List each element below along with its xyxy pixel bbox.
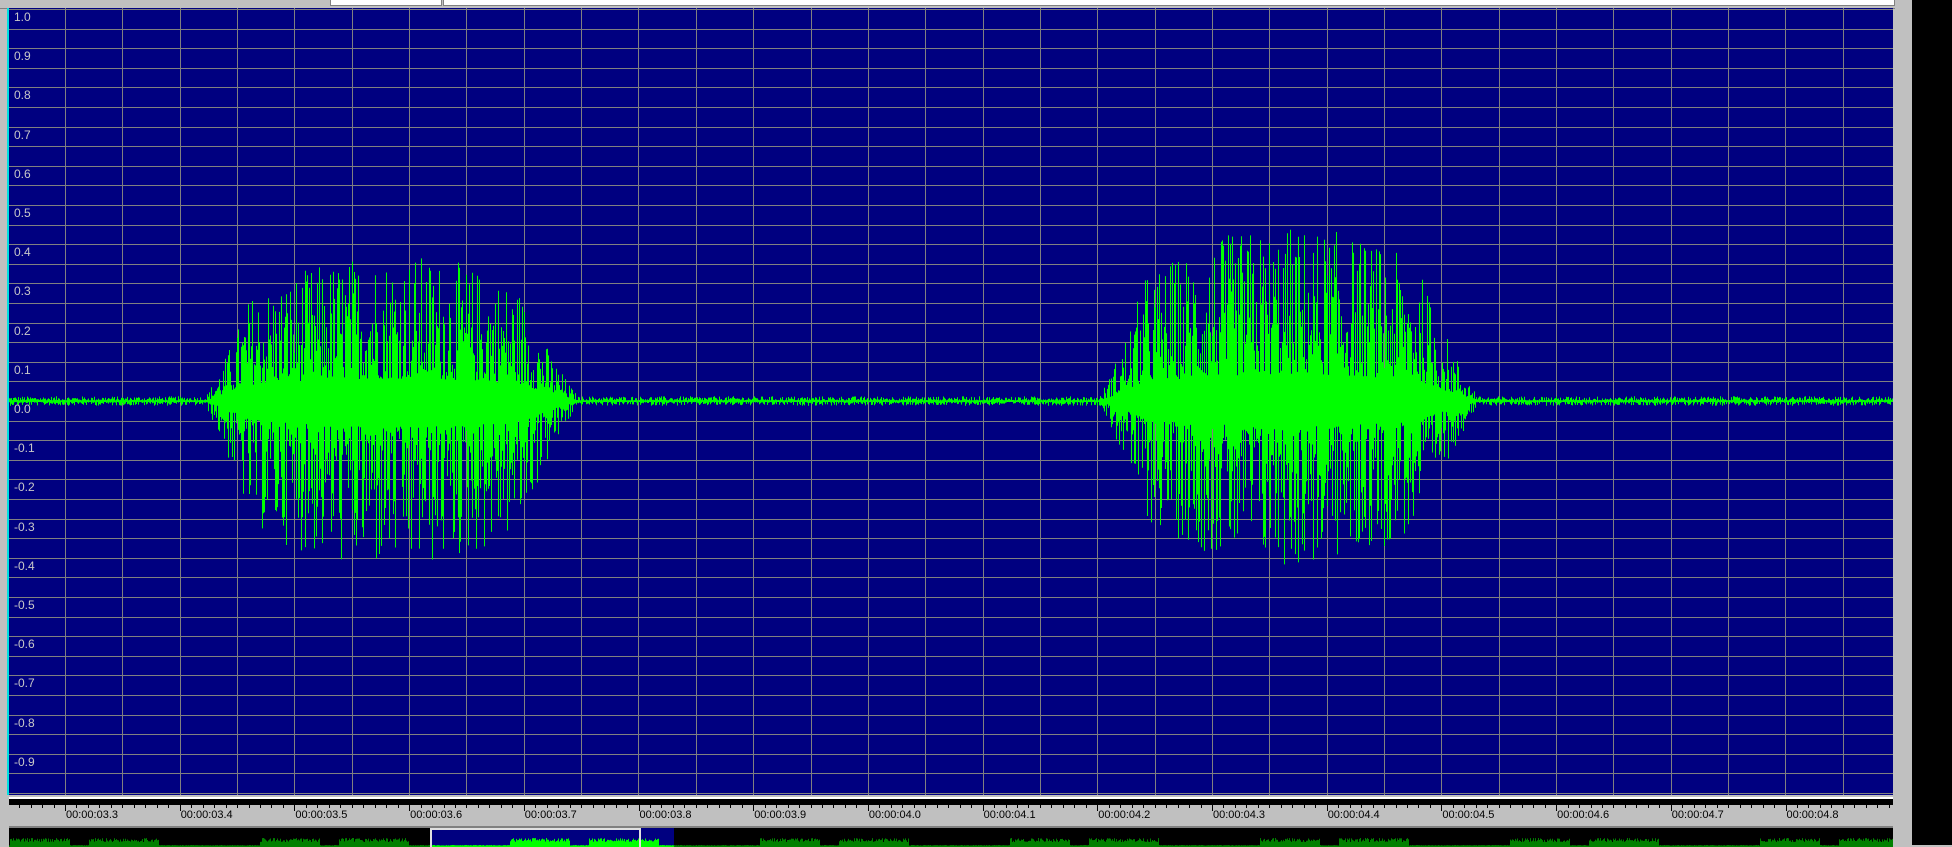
y-tick-label: -0.2 [14, 480, 35, 495]
overview-waveform [9, 828, 1893, 847]
y-tick-label: -0.1 [14, 441, 35, 456]
x-tick-label: 00:00:04.3 [1213, 809, 1265, 821]
y-tick-label: 0.0 [14, 402, 31, 416]
y-tick-label: 0.8 [14, 88, 31, 103]
waveform-view[interactable]: 1.0 0.9 0.8 0.7 0.6 0.5 0.4 0.3 0.2 0.1 0.0 -0.1 -0.… [9, 8, 1893, 795]
ruler-ticks [19, 805, 1890, 811]
x-tick-label: 00:00:04.4 [1327, 809, 1380, 821]
y-tick-label: -0.6 [14, 637, 35, 652]
y-tick-label: 0.2 [14, 323, 31, 338]
x-tick-label: 00:00:04.0 [868, 809, 921, 821]
vertical-scrollbar[interactable] [1895, 0, 1912, 845]
waveform-trace [9, 229, 1893, 565]
time-ruler[interactable]: 00:00:03.3 00:00:03.4 00:00:03.5 00:00:03.6… [9, 805, 1893, 822]
y-tick-label: -0.4 [14, 558, 35, 573]
y-tick-label: -0.8 [14, 715, 35, 730]
y-tick-label: 0.6 [14, 166, 31, 181]
x-tick-label: 00:00:04.6 [1557, 809, 1610, 821]
x-tick-label: 00:00:04.8 [1786, 809, 1839, 821]
overview-strip[interactable] [9, 826, 1893, 847]
scroll-thumb[interactable] [330, 0, 442, 6]
y-tick-label: 1.0 [14, 10, 31, 24]
x-tick-label: 00:00:03.9 [754, 809, 807, 821]
y-tick-label: -0.7 [14, 676, 35, 691]
overview-selection-box[interactable] [430, 828, 641, 847]
cursor-line [7, 8, 9, 795]
y-tick-label: 0.4 [14, 245, 31, 260]
y-tick-label: 0.7 [14, 127, 31, 142]
overview-trace [9, 838, 1893, 847]
x-tick-label: 00:00:04.7 [1671, 809, 1724, 821]
x-tick-label: 00:00:04.5 [1442, 809, 1495, 821]
y-tick-label: -0.9 [14, 754, 35, 769]
x-tick-label: 00:00:04.1 [983, 809, 1036, 821]
x-tick-label: 00:00:03.3 [66, 809, 118, 821]
ruler-band [9, 797, 1893, 807]
waveform-chart [9, 8, 1893, 795]
x-tick-label: 00:00:03.8 [639, 809, 692, 821]
y-tick-label: -0.3 [14, 519, 35, 534]
scroll-track[interactable] [443, 0, 1895, 6]
x-tick-label: 00:00:04.2 [1098, 809, 1151, 821]
x-tick-label: 00:00:03.6 [410, 809, 463, 821]
y-tick-label: 0.3 [14, 284, 31, 299]
x-tick-label: 00:00:03.7 [524, 809, 577, 821]
y-tick-label: 0.5 [14, 206, 31, 220]
window-edge [1912, 0, 1952, 845]
y-tick-label: 0.1 [14, 362, 31, 377]
y-tick-label: 0.9 [14, 49, 31, 64]
y-tick-label: -0.5 [14, 598, 35, 612]
x-tick-label: 00:00:03.4 [180, 809, 233, 821]
x-tick-label: 00:00:03.5 [295, 809, 348, 821]
